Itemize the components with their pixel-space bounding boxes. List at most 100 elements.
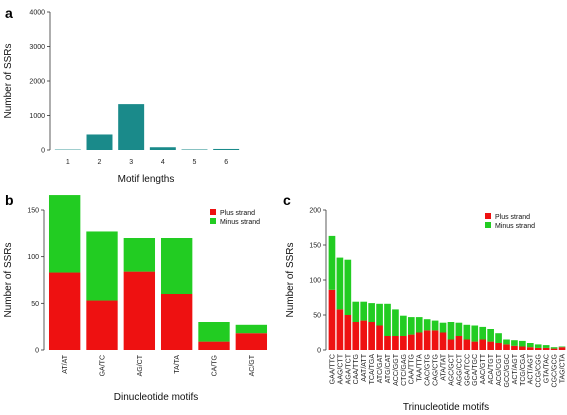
panel-c-bar-plus [487, 341, 494, 350]
panel-c-x-tick-label: CCG/CGG [536, 354, 543, 387]
panel-c-letter: c [283, 192, 291, 208]
panel-c-x-tick-label: GCA/TGC [472, 354, 479, 386]
panel-c-bar-plus [526, 347, 534, 350]
panel-b-x-ticks: AT/AT GA/TC AG/CT TA/TA CA/TG AC/GT [62, 354, 256, 376]
panel-c-bar-plus [511, 345, 518, 350]
panel-c-legend-minus-label: Minus strand [495, 223, 535, 230]
panel-c-bar-plus [479, 339, 487, 350]
panel-c-bar-plus [368, 322, 375, 350]
panel-b-x-tick-label: AG/CT [137, 354, 144, 376]
panel-c-x-tick-label: GTA/TAC [544, 354, 551, 383]
panel-c-x-tick-label: TCG/CGA [520, 354, 527, 386]
panel-c-x-tick-label: CGC/GCG [552, 354, 559, 387]
panel-b-bar-minus [123, 238, 156, 272]
panel-a-bars [54, 104, 240, 150]
panel-b-x-tick-label: TA/TA [174, 355, 181, 374]
panel-c-y-tick-label: 0 [317, 348, 321, 355]
panel-c-bar-minus [542, 345, 550, 348]
panel-c-bar-plus [360, 320, 368, 350]
panel-c-x-tick-label: AAG/CTT [337, 353, 344, 384]
panel-c-x-tick-label: ACG/CGT [496, 353, 503, 386]
panel-b-legend-plus-label: Plus strand [220, 210, 255, 217]
panel-c-y-tick-label: 150 [309, 243, 321, 250]
panel-c-bar-minus [479, 326, 487, 340]
panel-c-x-title: Trinucleotide motifs [403, 402, 489, 413]
panel-c-bar-minus [415, 317, 423, 333]
panel-c-x-tick-label: GAA/TTC [329, 354, 336, 384]
panel-c-x-tick-label: CAC/GTG [425, 354, 432, 386]
panel-b-x-tick-label: GA/TC [99, 355, 106, 376]
panel-c-bar-plus [471, 341, 479, 350]
panel-b-bar-minus [48, 195, 81, 273]
panel-b-bar-plus [198, 341, 230, 350]
panel-c-y-tick-label: 50 [313, 313, 321, 320]
panel-c-bar-minus [407, 317, 415, 335]
panel-c-bar-minus [328, 235, 336, 290]
panel-c-bar-minus [503, 339, 510, 345]
panel-b-y-tick-label: 50 [31, 301, 39, 308]
panel-c-bar-plus [558, 347, 566, 350]
panel-c-bar-minus [455, 322, 463, 336]
panel-b-x-title: Dinucleotide motifs [114, 392, 198, 403]
panel-a-x-tick-label: 3 [129, 159, 133, 166]
panel-c-x-tick-label: ATA/TAT [440, 353, 447, 380]
panel-c-bar-plus [550, 348, 558, 350]
panel-b-letter: b [5, 192, 14, 208]
panel-c-bar-plus [328, 289, 336, 350]
panel-a-y-tick-label: 4000 [29, 10, 45, 17]
panel-b: b 0 50 100 150 AT/AT GA/TC AG/CT TA/TA CA/TG AC/… [3, 192, 268, 403]
panel-c-bar-minus [495, 333, 502, 343]
panel-a-x-tick-label: 1 [66, 159, 70, 166]
panel-c-bar-plus [376, 325, 383, 350]
panel-c-bar-minus [352, 301, 360, 322]
panel-c-y-tick-label: 100 [309, 278, 321, 285]
panel-c-x-tick-label: ACA/TGT [488, 353, 495, 384]
panel-a-y-tick-label: 3000 [29, 44, 45, 51]
panel-c-bar-minus [463, 324, 471, 340]
panel-a-x-tick-label: 6 [224, 159, 228, 166]
panel-c-bar-plus [423, 330, 431, 350]
panel-b-legend-minus-swatch [210, 218, 216, 224]
panel-c-bar-minus [511, 340, 518, 346]
panel-c-bar-plus [400, 336, 407, 350]
panel-c-x-tick-label: CAA/TTG [353, 354, 360, 384]
panel-c-y-tick-label: 200 [309, 208, 321, 215]
panel-b-bar-minus [160, 238, 193, 294]
panel-c-x-tick-label: ACT/AGT [512, 353, 519, 384]
panel-c-bar-plus [336, 309, 344, 350]
panel-c-x-tick-label: TAG/CTA [559, 354, 566, 384]
panel-c-legend-minus-swatch [485, 222, 491, 228]
panel-c-bar-minus [519, 340, 526, 347]
panel-c-bar-minus [336, 257, 344, 310]
panel-b-bar-plus [235, 333, 268, 350]
panel-c-x-tick-label: AGA/TCT [345, 353, 352, 384]
panel-b-y-tick-label: 0 [35, 348, 39, 355]
panel-c-bar-plus [447, 339, 455, 350]
panel-b-bar-minus [198, 322, 230, 342]
panel-c-x-tick-label: TAA/TTA [417, 354, 424, 382]
panel-c-x-tick-label: GGA/TCC [464, 354, 471, 386]
panel-a-bar [213, 148, 240, 150]
panel-b-legend-minus-label: Minus strand [220, 219, 260, 226]
panel-c-legend-plus-label: Plus strand [495, 214, 530, 221]
panel-c-x-tick-label: ATG/CAT [385, 353, 392, 383]
panel-c-bar-plus [352, 322, 360, 350]
panel-c-x-tick-label: AGG/CCT [456, 353, 463, 386]
panel-a-x-tick-label: 2 [98, 159, 102, 166]
panel-c-x-tick-label: ACT/AGT [528, 353, 535, 384]
panel-b-bars [48, 195, 268, 350]
panel-c-x-tick-label: CAA/TTG [409, 354, 416, 384]
panel-c-bar-minus [526, 343, 534, 348]
panel-a-y-tick-label: 0 [41, 148, 45, 155]
panel-c-legend-plus-swatch [485, 213, 491, 219]
panel-c-x-tick-label: AAT/ATT [361, 353, 368, 381]
panel-c-bar-minus [447, 322, 455, 340]
panel-a-letter: a [5, 5, 13, 21]
panel-c-bar-minus [384, 303, 391, 336]
panel-c-bar-minus [487, 329, 494, 342]
panel-c-bar-plus [495, 343, 502, 350]
panel-c-bar-plus [534, 347, 542, 350]
panel-c-bar-minus [423, 319, 431, 331]
